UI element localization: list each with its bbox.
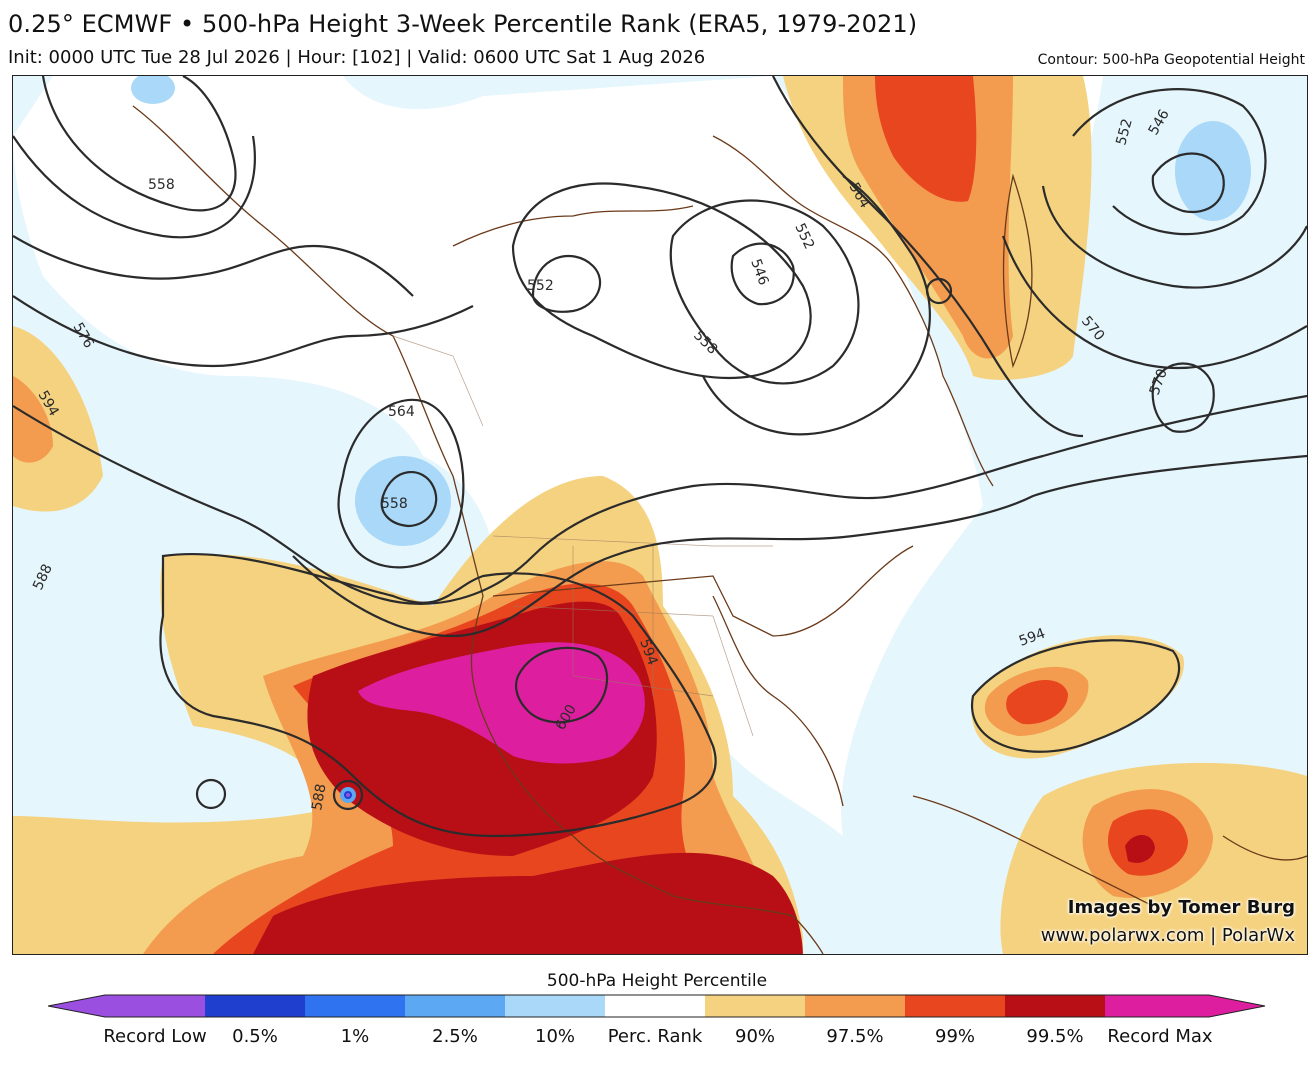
colorbar-segment: [105, 995, 205, 1017]
map-title: 0.25° ECMWF • 500-hPa Height 3-Week Perc…: [8, 10, 918, 38]
low-anomaly-greenland-east: [1175, 121, 1251, 221]
map-panel: 558 576 594 564 558 552 546 552 558 564 …: [12, 75, 1308, 955]
contour-label: 588: [309, 783, 329, 812]
colorbar-segment: [305, 995, 405, 1017]
contour-note: Contour: 500-hPa Geopotential Height: [1037, 52, 1305, 68]
legend-tick: 99%: [934, 1026, 976, 1047]
contour-label: 558: [148, 177, 175, 193]
high-anomaly-99_5-south: [253, 852, 803, 954]
neutral-region: [13, 76, 983, 836]
political-borders: [392, 335, 773, 737]
map-canvas: 558 576 594 564 558 552 546 552 558 564 …: [13, 76, 1307, 954]
colorbar-record-max: [1209, 995, 1265, 1017]
colorbar-segment: [705, 995, 805, 1017]
contour-label: 558: [381, 496, 408, 512]
map-subtitle: Init: 0000 UTC Tue 28 Jul 2026 | Hour: […: [8, 47, 706, 68]
contour-label: 552: [1113, 117, 1135, 147]
coastlines: [132, 105, 1307, 954]
high-anomaly-90-northeast-pacific: [13, 326, 103, 512]
legend-tick: 1%: [340, 1026, 370, 1047]
colorbar-segment: [905, 995, 1005, 1017]
legend-title: 500-hPa Height Percentile: [546, 971, 768, 991]
colorbar-segment: [805, 995, 905, 1017]
colorbar-segment: [205, 995, 305, 1017]
colorbar-segment: [1005, 995, 1105, 1017]
high-anomaly-99_5-caribbean: [1125, 834, 1155, 863]
colorbar-segment: [405, 995, 505, 1017]
high-anomaly-99-greenland: [875, 76, 977, 202]
image-credit: Images by Tomer Burg: [1067, 897, 1295, 918]
contour-label: 564: [388, 404, 415, 420]
legend-tick: Record Low: [103, 1026, 207, 1047]
colorbar-segment: [605, 995, 705, 1017]
low-anomaly-bering: [131, 76, 175, 104]
legend-tick: 99.5%: [1026, 1026, 1084, 1047]
legend-tick: Perc. Rank: [607, 1026, 703, 1047]
colorbar-segment: [1105, 995, 1209, 1017]
colorbar: [48, 994, 1266, 1018]
colorbar-record-low: [48, 995, 105, 1017]
legend-tick: 2.5%: [432, 1026, 478, 1047]
height-contours: [13, 76, 1307, 838]
high-anomaly-99-atlantic: [1006, 679, 1068, 725]
legend-tick: 10%: [534, 1026, 576, 1047]
website-credit: www.polarwx.com | PolarWx: [1040, 925, 1295, 946]
legend-tick: 0.5%: [232, 1026, 278, 1047]
legend-tick: Record Max: [1107, 1026, 1213, 1047]
contour-label: 552: [527, 278, 554, 294]
colorbar-segment: [505, 995, 605, 1017]
legend-tick: 97.5%: [826, 1026, 884, 1047]
legend-tick: 90%: [734, 1026, 776, 1047]
